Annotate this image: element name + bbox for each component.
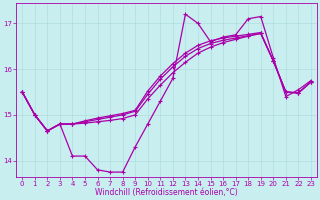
X-axis label: Windchill (Refroidissement éolien,°C): Windchill (Refroidissement éolien,°C) [95, 188, 238, 197]
